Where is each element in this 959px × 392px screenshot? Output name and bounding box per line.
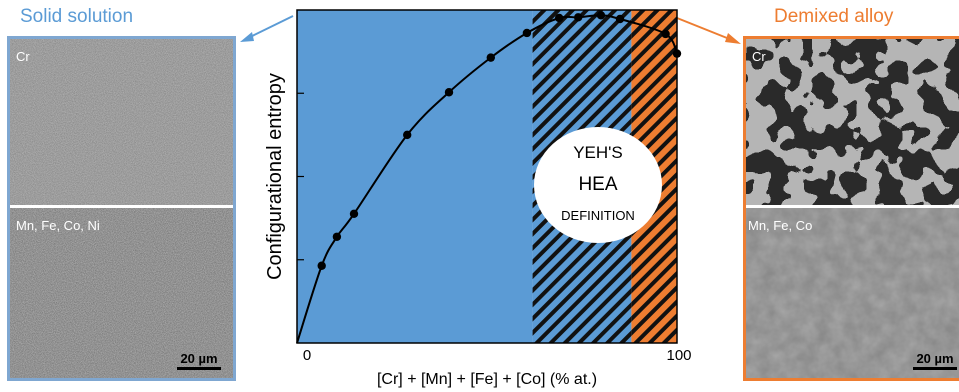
hea-definition-annotation: YEH'S HEA DEFINITION [534,127,662,243]
data-point [486,53,495,62]
arrowhead-icon [725,33,741,44]
data-point [672,49,682,58]
data-point [332,232,342,241]
micrograph-cr-demixed: Cr [746,39,959,205]
micrograph-label: Mn, Fe, Co [748,218,813,233]
scale-bar: 20 µm [177,351,221,370]
connector-arrow-left [247,15,294,39]
data-point [349,209,359,218]
connector-arrow-right [671,15,733,41]
data-point [615,14,625,24]
x-tick-label: 100 [666,347,691,364]
x-axis-label: [Cr] + [Mn] + [Fe] + [Co] (% at.) [377,371,597,388]
demixed-alloy-frame [743,36,959,381]
scale-bar: 20 µm [913,351,957,370]
demixed-alloy-title: Demixed alloy [774,6,894,27]
arrowhead-icon [240,32,254,42]
region-solid-0 [297,10,533,343]
micrograph-cr-solid: Cr [10,39,233,205]
data-point [403,130,412,140]
plot-frame [296,9,678,344]
annotation-line: DEFINITION [561,208,635,223]
data-point [522,28,532,38]
micrograph-label: Cr [16,49,30,64]
data-point [661,29,670,39]
y-axis-label: Configurational entropy [264,73,286,280]
micrograph-mnfeco-demixed: Mn, Fe, Co 20 µm [746,208,959,378]
x-tick-label: 0 [303,347,311,364]
annotation-line: HEA [578,174,617,195]
data-point [574,13,583,22]
data-point [596,11,606,20]
micrograph-label: Mn, Fe, Co, Ni [16,218,100,233]
solid-solution-frame [7,36,236,381]
micrograph-mnfeconi-solid: Mn, Fe, Co, Ni 20 µm [10,208,233,378]
annotation-line: YEH'S [573,143,623,162]
data-point [317,261,326,270]
data-point [444,88,454,97]
data-point [555,13,564,23]
micrograph-label: Cr [752,49,766,64]
solid-solution-title: Solid solution [20,6,134,27]
